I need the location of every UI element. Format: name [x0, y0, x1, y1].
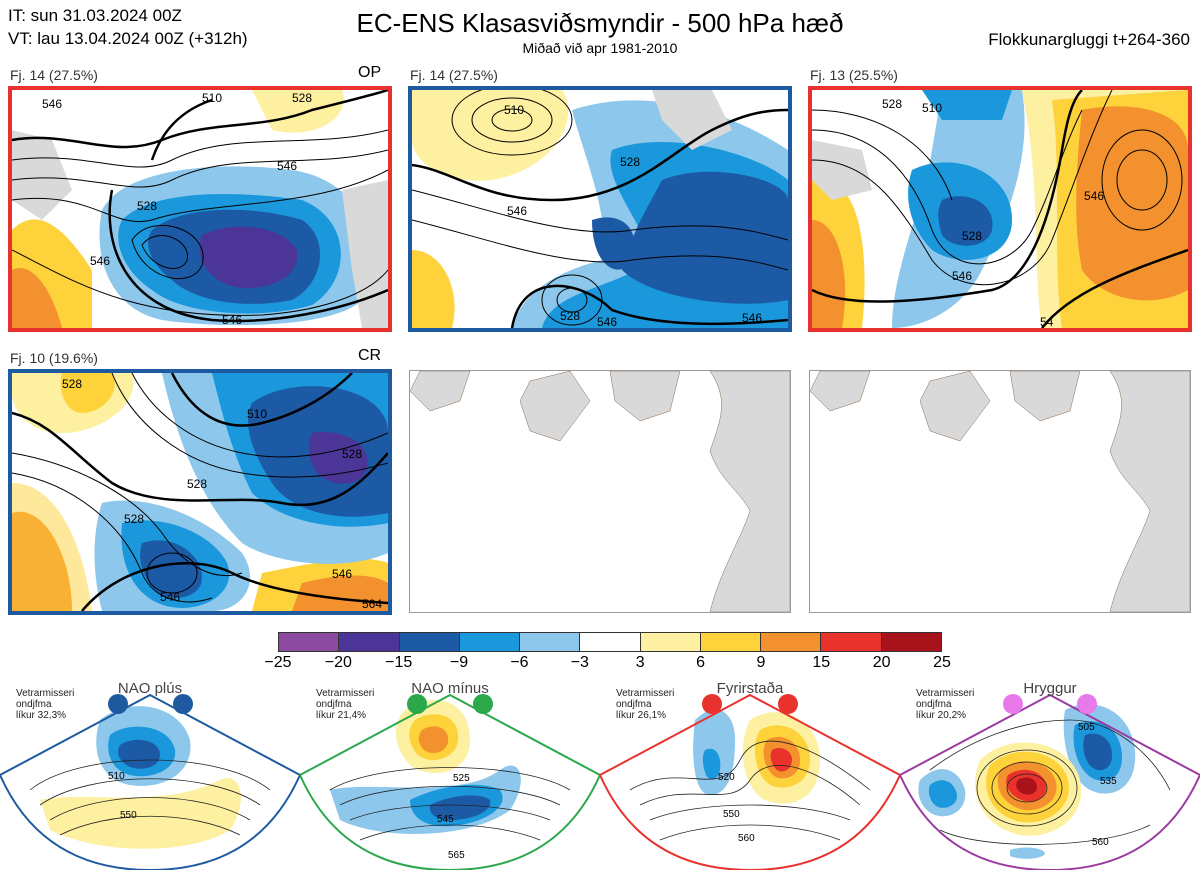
colorbar-swatch	[459, 633, 521, 651]
contour-label: 528	[124, 512, 144, 526]
colorbar-swatch	[640, 633, 701, 651]
contour-label: 560	[738, 833, 755, 844]
contour-label: 546	[597, 315, 617, 328]
colorbar-tick-label: −9	[449, 654, 469, 671]
colorbar-tick-label: 3	[635, 654, 645, 671]
contour-label: 546	[222, 313, 242, 327]
colorbar-labels: −25 −20 −15 −9 −6 −3 3 6 9 15 20 25	[258, 654, 962, 674]
colorbar-swatch	[279, 633, 340, 651]
page-title: EC-ENS Klasasviðsmyndir - 500 hPa hæð	[356, 8, 844, 38]
regime-name: Hryggur	[1023, 680, 1077, 697]
contour-label: 546	[42, 97, 62, 111]
colorbar-swatch	[580, 633, 641, 651]
contour-label: 546	[507, 204, 527, 218]
contour-label: 528	[620, 155, 640, 169]
regime-name: NAO plús	[117, 680, 183, 697]
classification-window: Flokkunargluggi t+264-360	[988, 30, 1190, 49]
contour-label: 550	[120, 810, 137, 821]
regime-name: NAO mínus	[411, 680, 489, 697]
initial-time: IT: sun 31.03.2024 00Z	[8, 6, 182, 25]
panel-2-label: Fj. 14 (27.5%)	[410, 67, 498, 83]
contour-label: 510	[504, 103, 524, 117]
colorbar-tick-label: −3	[570, 654, 589, 671]
colorbar-tick-label: −25	[264, 654, 292, 671]
contour-label: 546	[742, 311, 762, 325]
contour-label: 528	[62, 377, 82, 391]
colorbar-swatch	[399, 633, 460, 651]
contour-label: 528	[292, 91, 312, 105]
valid-time: VT: lau 13.04.2024 00Z (+312h)	[8, 29, 248, 48]
colorbar-swatch	[761, 633, 822, 651]
cluster-map-3: 528 510 528 546 546 54	[808, 86, 1192, 332]
empty-map-6	[809, 370, 1191, 613]
colorbar-tick-label: 15	[812, 654, 831, 671]
panel-1-label: Fj. 14 (27.5%)	[10, 67, 98, 83]
contour-label: 546	[160, 590, 180, 604]
contour-label: 510	[202, 91, 222, 105]
contour-label: 550	[723, 809, 740, 820]
colorbar-tick-label: −6	[510, 654, 529, 671]
contour-label: 528	[962, 229, 982, 243]
colorbar-swatch	[881, 633, 941, 651]
panel-4-label: Fj. 10 (19.6%)	[10, 350, 98, 366]
regime-name: Fyrirstaða	[716, 680, 784, 697]
cluster-map-1: 546 510 528 546 528 546 546	[8, 86, 392, 332]
contour-label: 546	[90, 254, 110, 268]
colorbar	[278, 632, 942, 652]
regime-stats: Vetrarmisseri ondjfma líkur 32,3%	[16, 688, 75, 721]
colorbar-tick-label: −15	[385, 654, 413, 671]
regime-stats: Vetrarmisseri ondjfma líkur 20,2%	[916, 688, 975, 721]
colorbar-tick-label: −20	[324, 654, 352, 671]
cluster-map-2: 510 528 546 528 546 546	[408, 86, 792, 332]
colorbar-tick-label: 20	[872, 654, 891, 671]
regime-ridge: 505 535 560 Hryggur Vetrarmisseri ondjfm…	[900, 680, 1200, 870]
contour-label: 528	[187, 477, 207, 491]
empty-map-5	[409, 370, 791, 613]
contour-label: 545	[437, 814, 454, 825]
contour-label: 528	[137, 199, 157, 213]
contour-label: 528	[882, 97, 902, 111]
page-subtitle: Miðað við apr 1981-2010	[522, 40, 678, 56]
regime-nao-plus: 510 550 NAO plús Vetrarmisseri ondjfma l…	[0, 680, 300, 870]
contour-label: 546	[277, 159, 297, 173]
contour-label: 505	[1078, 722, 1095, 733]
contour-label: 54	[1040, 315, 1054, 328]
contour-label: 510	[922, 101, 942, 115]
contour-label: 546	[1084, 189, 1104, 203]
contour-label: 528	[342, 447, 362, 461]
colorbar-tick-label: 9	[756, 654, 766, 671]
regime-stats: Vetrarmisseri ondjfma líkur 21,4%	[316, 688, 375, 721]
contour-label: 535	[1100, 776, 1117, 787]
contour-label: 528	[560, 309, 580, 323]
contour-label: 520	[718, 772, 735, 783]
regime-stats: Vetrarmisseri ondjfma líkur 26,1%	[616, 688, 675, 721]
cluster-map-4: 528 510 528 528 528 546 546 564	[8, 369, 392, 615]
colorbar-swatch	[700, 633, 762, 651]
contour-label: 510	[108, 771, 125, 782]
colorbar-tick-label: 6	[696, 654, 705, 671]
contour-label: 564	[362, 597, 382, 611]
regime-blocking: 520 550 560 Fyrirstaða Vetrarmisseri ond…	[600, 680, 900, 870]
contour-label: 510	[247, 407, 267, 421]
contour-label: 560	[1092, 837, 1109, 848]
panel-3-label: Fj. 13 (25.5%)	[810, 67, 898, 83]
regime-nao-minus: 525 545 565 NAO mínus Vetrarmisseri ondj…	[300, 680, 600, 870]
contour-label: 546	[952, 269, 972, 283]
header-info: IT: sun 31.03.2024 00Z VT: lau 13.04.202…	[8, 4, 248, 50]
colorbar-swatch	[339, 633, 400, 651]
colorbar-swatch	[821, 633, 882, 651]
colorbar-tick-label: 25	[933, 654, 951, 671]
contour-label: 546	[332, 567, 352, 581]
panel-1-tag: OP	[358, 64, 382, 81]
colorbar-swatch	[520, 633, 581, 651]
contour-label: 565	[448, 850, 465, 861]
panel-4-tag: CR	[358, 347, 382, 364]
contour-label: 525	[453, 773, 470, 784]
